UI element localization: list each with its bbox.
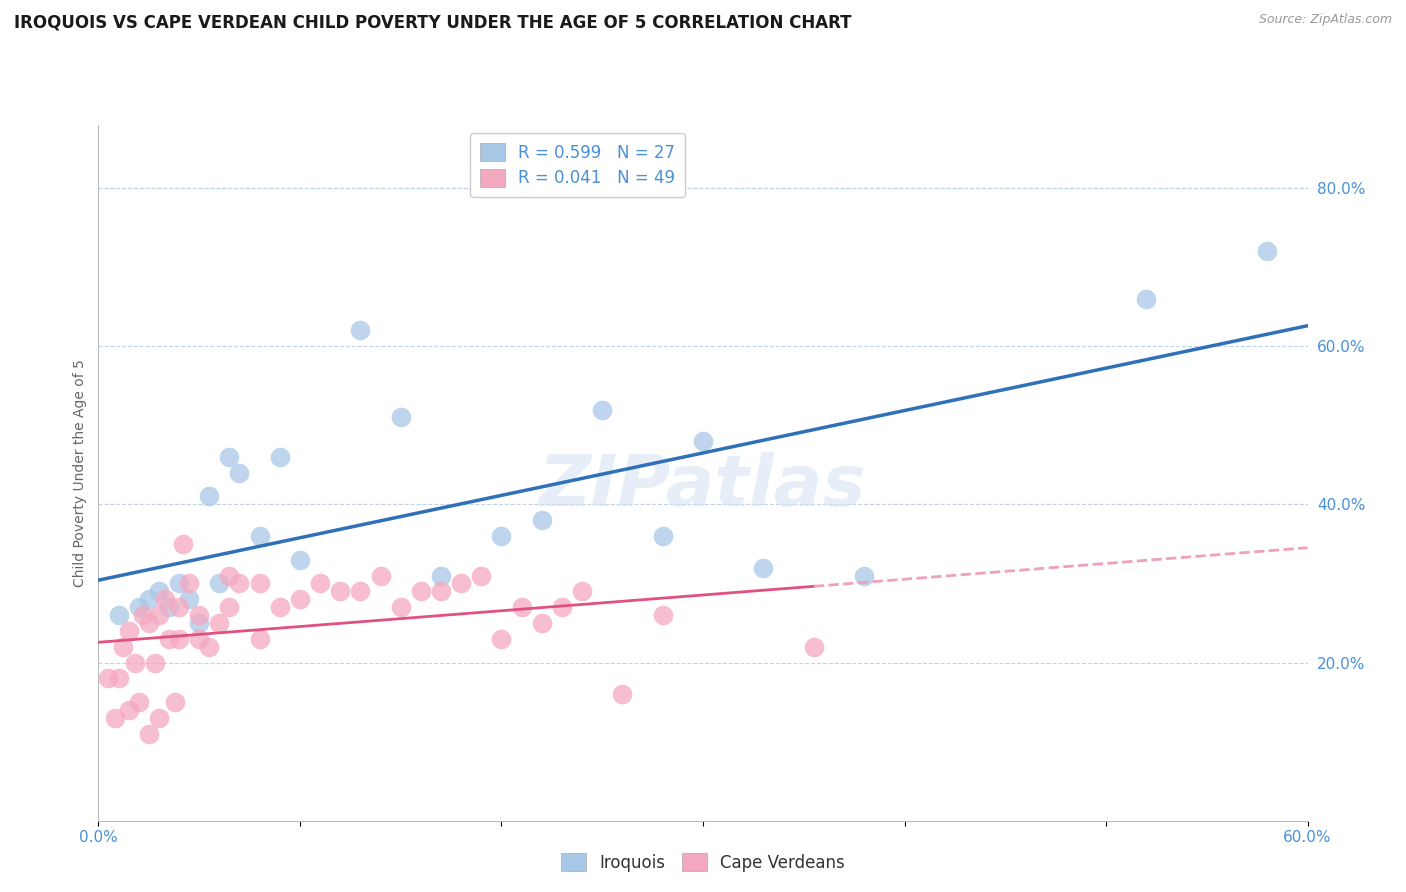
- Point: [143, 656, 166, 670]
- Point: [228, 466, 250, 480]
- Point: [148, 584, 170, 599]
- Legend: Iroquois, Cape Verdeans: Iroquois, Cape Verdeans: [554, 847, 852, 879]
- Point: [269, 450, 291, 464]
- Point: [450, 576, 472, 591]
- Point: [651, 608, 673, 623]
- Point: [249, 632, 271, 646]
- Point: [430, 568, 453, 582]
- Point: [172, 537, 194, 551]
- Point: [179, 576, 201, 591]
- Point: [208, 615, 231, 630]
- Point: [591, 402, 613, 417]
- Point: [1256, 244, 1278, 259]
- Point: [530, 615, 553, 630]
- Point: [188, 615, 211, 630]
- Point: [349, 584, 371, 599]
- Point: [198, 640, 221, 654]
- Point: [470, 568, 492, 582]
- Text: ZIPatlas: ZIPatlas: [540, 452, 866, 521]
- Point: [853, 568, 876, 582]
- Text: IROQUOIS VS CAPE VERDEAN CHILD POVERTY UNDER THE AGE OF 5 CORRELATION CHART: IROQUOIS VS CAPE VERDEAN CHILD POVERTY U…: [14, 13, 852, 31]
- Point: [510, 600, 533, 615]
- Point: [491, 529, 513, 543]
- Point: [167, 576, 190, 591]
- Point: [118, 703, 141, 717]
- Point: [218, 568, 240, 582]
- Point: [111, 640, 134, 654]
- Point: [124, 656, 146, 670]
- Point: [389, 600, 412, 615]
- Point: [551, 600, 574, 615]
- Point: [288, 552, 311, 567]
- Point: [138, 615, 160, 630]
- Point: [167, 600, 190, 615]
- Point: [128, 600, 150, 615]
- Point: [803, 640, 825, 654]
- Point: [1135, 292, 1157, 306]
- Point: [188, 632, 211, 646]
- Point: [148, 711, 170, 725]
- Point: [249, 529, 271, 543]
- Point: [349, 323, 371, 337]
- Point: [103, 711, 125, 725]
- Point: [409, 584, 432, 599]
- Point: [370, 568, 392, 582]
- Point: [157, 632, 180, 646]
- Point: [491, 632, 513, 646]
- Point: [208, 576, 231, 591]
- Point: [571, 584, 593, 599]
- Point: [389, 410, 412, 425]
- Point: [138, 726, 160, 740]
- Point: [128, 695, 150, 709]
- Point: [530, 513, 553, 527]
- Y-axis label: Child Poverty Under the Age of 5: Child Poverty Under the Age of 5: [73, 359, 87, 587]
- Point: [430, 584, 453, 599]
- Point: [107, 671, 129, 685]
- Point: [107, 608, 129, 623]
- Point: [188, 608, 211, 623]
- Point: [329, 584, 352, 599]
- Point: [752, 560, 775, 574]
- Point: [153, 592, 176, 607]
- Point: [249, 576, 271, 591]
- Point: [309, 576, 332, 591]
- Point: [228, 576, 250, 591]
- Point: [269, 600, 291, 615]
- Point: [97, 671, 120, 685]
- Point: [198, 490, 221, 504]
- Point: [288, 592, 311, 607]
- Point: [179, 592, 201, 607]
- Point: [118, 624, 141, 638]
- Text: Source: ZipAtlas.com: Source: ZipAtlas.com: [1258, 13, 1392, 27]
- Point: [218, 450, 240, 464]
- Point: [138, 592, 160, 607]
- Point: [692, 434, 714, 449]
- Point: [132, 608, 155, 623]
- Point: [163, 695, 186, 709]
- Point: [651, 529, 673, 543]
- Point: [218, 600, 240, 615]
- Point: [157, 600, 180, 615]
- Point: [167, 632, 190, 646]
- Point: [612, 687, 634, 701]
- Point: [148, 608, 170, 623]
